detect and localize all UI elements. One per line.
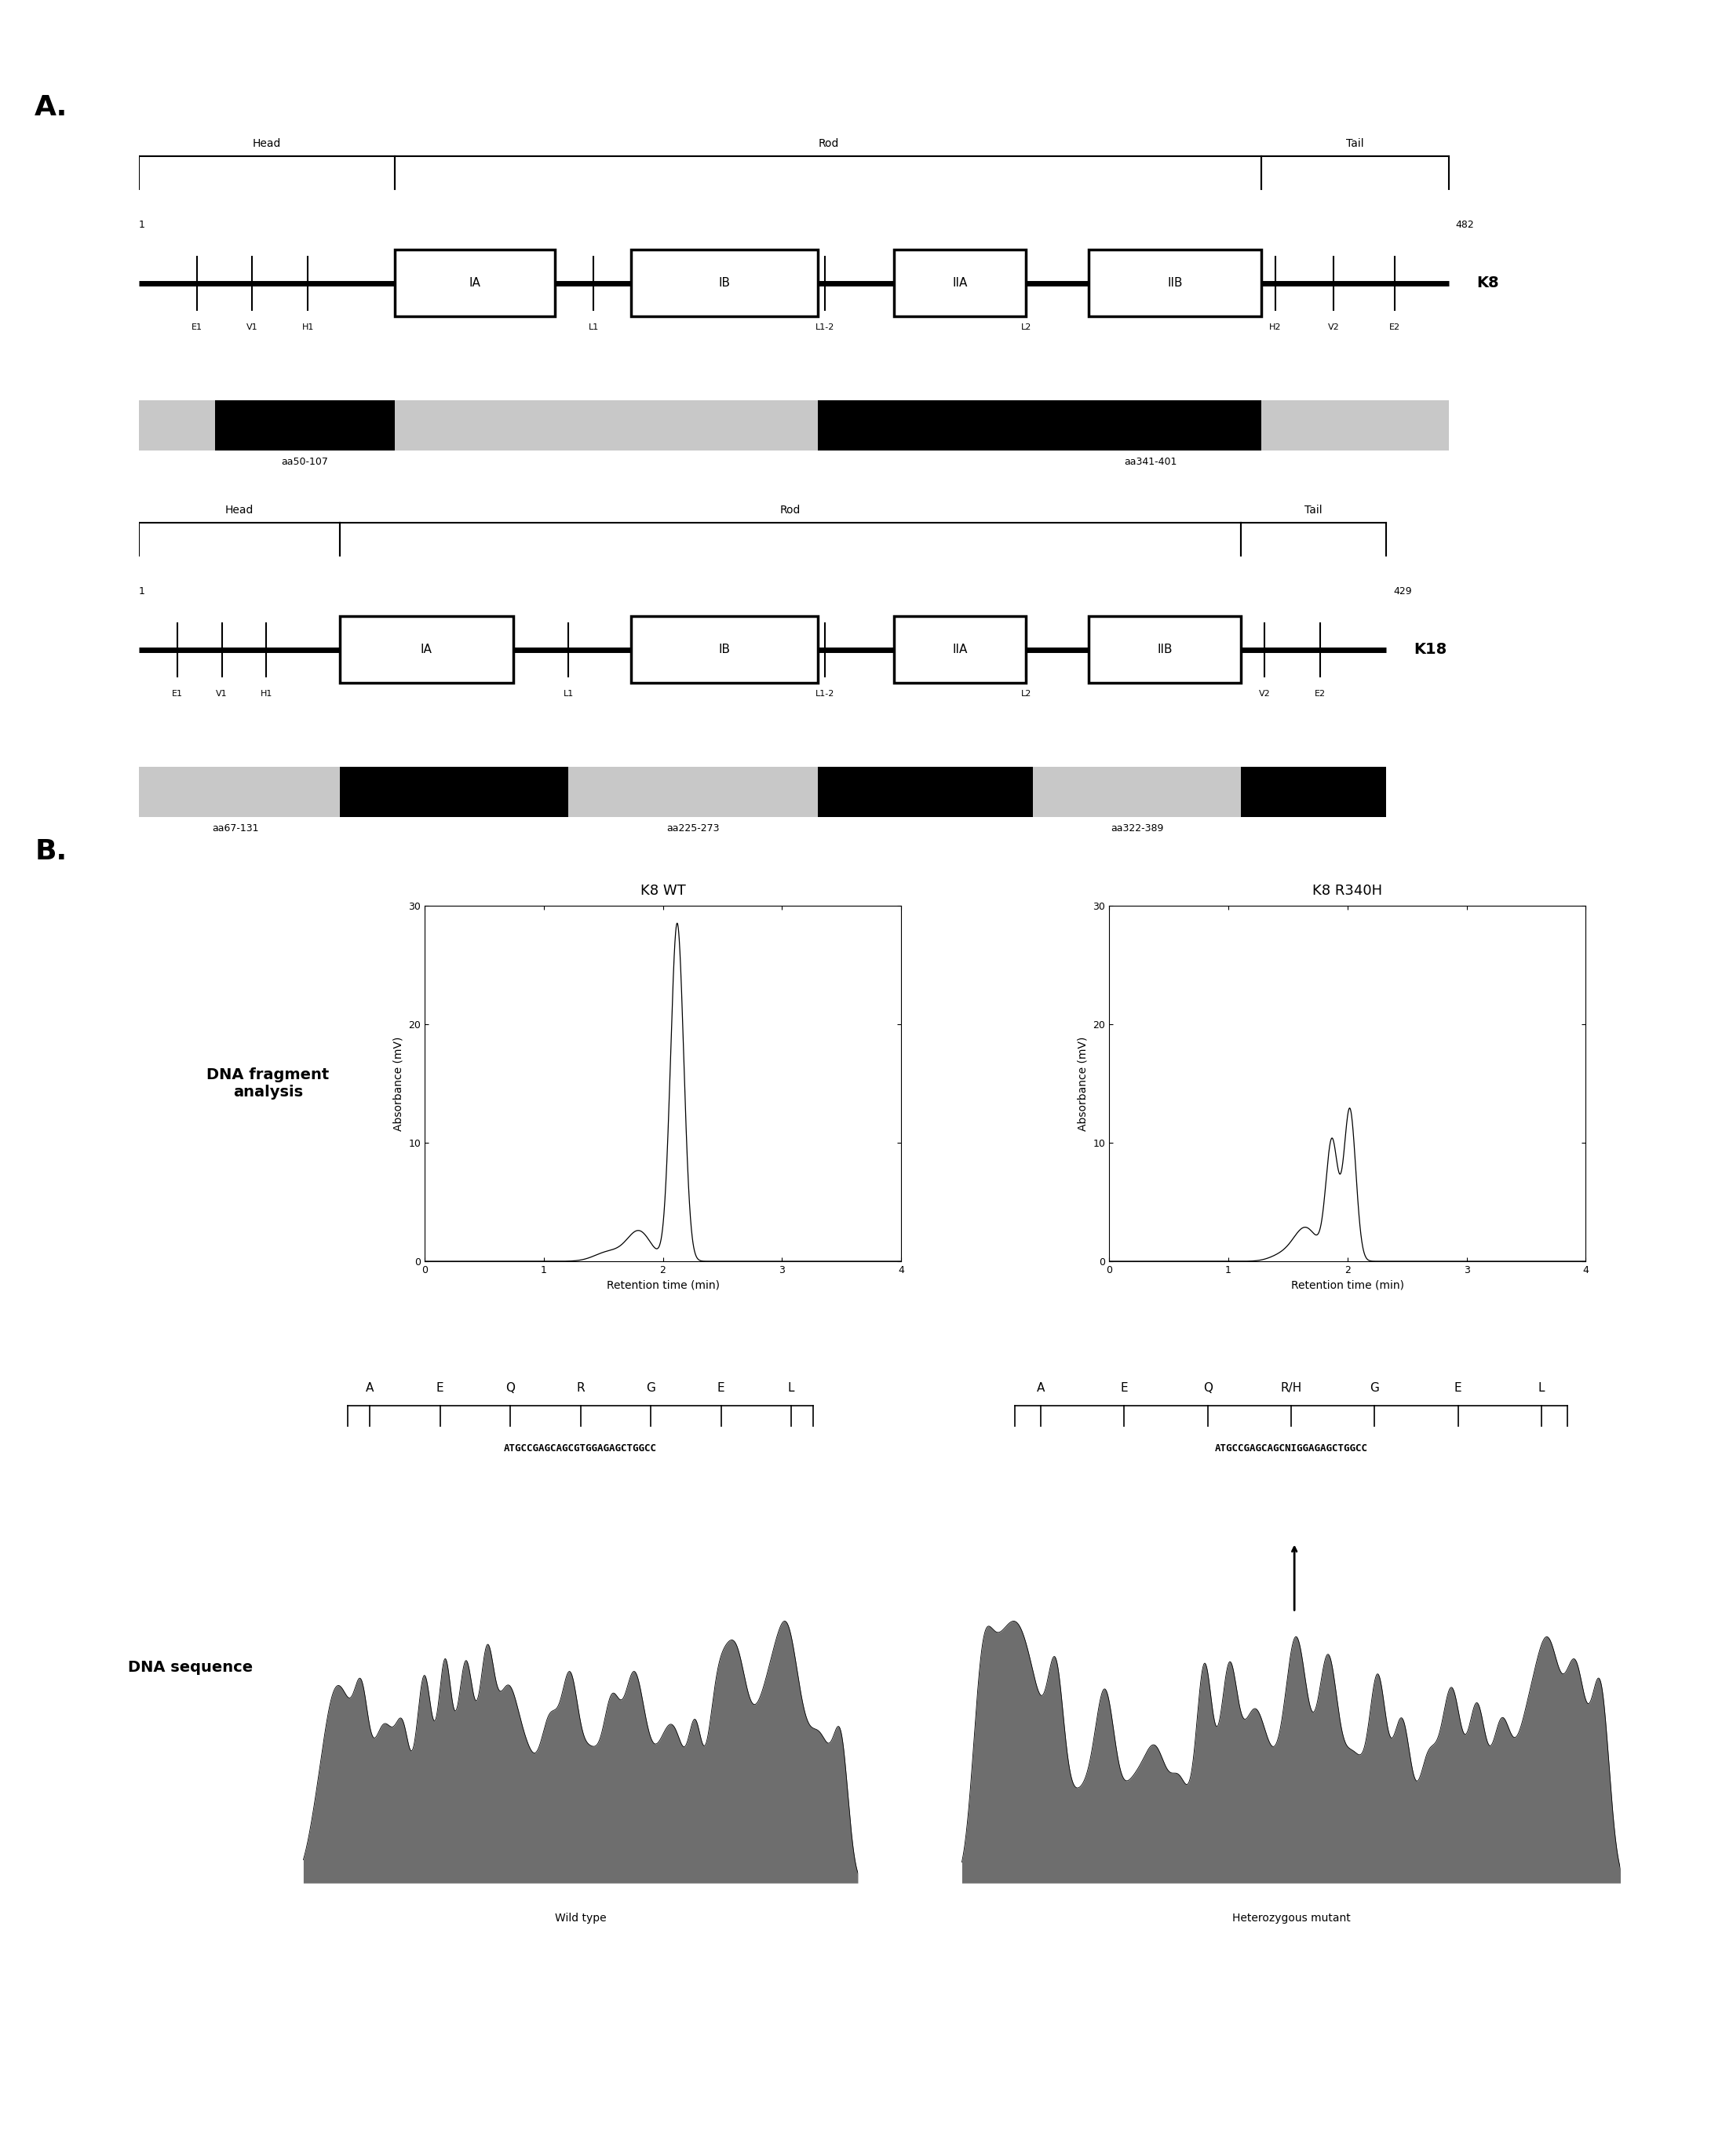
Text: A.: A.: [35, 95, 68, 121]
Text: E: E: [1454, 1382, 1461, 1395]
Bar: [894, 617, 1026, 683]
Text: G: G: [646, 1382, 655, 1395]
Text: L1: L1: [587, 323, 598, 332]
Text: H1: H1: [302, 323, 314, 332]
Text: IA: IA: [421, 645, 432, 655]
Bar: [568, 768, 818, 817]
Bar: [631, 617, 818, 683]
Text: E2: E2: [1314, 690, 1326, 699]
Text: DNA sequence: DNA sequence: [128, 1660, 253, 1675]
Text: Q: Q: [506, 1382, 515, 1395]
Bar: [395, 250, 555, 317]
Text: K8: K8: [1477, 276, 1499, 291]
Text: B.: B.: [35, 839, 68, 865]
Title: K8 R340H: K8 R340H: [1312, 884, 1383, 897]
Text: V1: V1: [246, 323, 258, 332]
Text: 482: 482: [1456, 220, 1475, 231]
Text: ATGCCGAGCAGCGTGGAGAGCTGGCC: ATGCCGAGCAGCGTGGAGAGCTGGCC: [504, 1445, 657, 1453]
Bar: [139, 768, 340, 817]
Text: V2: V2: [1327, 323, 1340, 332]
Bar: [215, 401, 395, 451]
Text: R: R: [577, 1382, 584, 1395]
Bar: [1262, 401, 1449, 451]
Text: V2: V2: [1258, 690, 1270, 699]
Text: E1: E1: [172, 690, 184, 699]
Text: L: L: [1537, 1382, 1544, 1395]
Text: Heterozygous mutant: Heterozygous mutant: [1232, 1912, 1350, 1923]
Text: L: L: [789, 1382, 795, 1395]
Text: DNA fragment
analysis: DNA fragment analysis: [206, 1067, 329, 1100]
Text: aa322-389: aa322-389: [1111, 824, 1163, 834]
Text: IB: IB: [719, 645, 730, 655]
Text: Rod: Rod: [780, 505, 801, 515]
Text: K18: K18: [1414, 642, 1447, 658]
Text: 429: 429: [1393, 586, 1412, 595]
Text: 1: 1: [139, 586, 146, 595]
Text: H2: H2: [1269, 323, 1282, 332]
Text: IIA: IIA: [953, 278, 967, 289]
Bar: [1241, 768, 1386, 817]
Text: L1-2: L1-2: [815, 323, 835, 332]
Text: A: A: [366, 1382, 374, 1395]
Text: E1: E1: [191, 323, 203, 332]
Y-axis label: Absorbance (mV): Absorbance (mV): [393, 1037, 404, 1130]
Bar: [818, 401, 1088, 451]
Text: L2: L2: [1021, 323, 1031, 332]
Bar: [340, 768, 568, 817]
Bar: [395, 401, 818, 451]
Text: A: A: [1036, 1382, 1045, 1395]
Text: aa341-401: aa341-401: [1125, 457, 1177, 468]
Bar: [139, 401, 215, 451]
Text: IA: IA: [470, 278, 480, 289]
Text: E2: E2: [1390, 323, 1400, 332]
Text: IIB: IIB: [1168, 278, 1182, 289]
Text: Head: Head: [225, 505, 253, 515]
Text: aa67-131: aa67-131: [213, 824, 258, 834]
Text: Rod: Rod: [818, 138, 839, 149]
X-axis label: Retention time (min): Retention time (min): [1291, 1281, 1404, 1291]
Text: E: E: [1121, 1382, 1128, 1395]
Text: IB: IB: [719, 278, 730, 289]
Text: 1: 1: [139, 220, 146, 231]
Text: E: E: [437, 1382, 444, 1395]
Bar: [818, 768, 1033, 817]
Text: L1-2: L1-2: [815, 690, 835, 699]
Y-axis label: Absorbance (mV): Absorbance (mV): [1078, 1037, 1088, 1130]
Text: Tail: Tail: [1347, 138, 1364, 149]
Text: Tail: Tail: [1305, 505, 1322, 515]
Bar: [1088, 617, 1241, 683]
Text: H1: H1: [260, 690, 272, 699]
Text: IIA: IIA: [953, 645, 967, 655]
Text: IIB: IIB: [1158, 645, 1172, 655]
Text: V1: V1: [217, 690, 227, 699]
Text: Head: Head: [253, 138, 281, 149]
Text: aa225-273: aa225-273: [667, 824, 719, 834]
Text: ATGCCGAGCAGCNIGGAGAGCTGGCC: ATGCCGAGCAGCNIGGAGAGCTGGCC: [1215, 1445, 1367, 1453]
Text: L1: L1: [563, 690, 574, 699]
X-axis label: Retention time (min): Retention time (min): [607, 1281, 719, 1291]
Text: E: E: [717, 1382, 724, 1395]
Text: G: G: [1369, 1382, 1379, 1395]
Text: R/H: R/H: [1281, 1382, 1301, 1395]
Bar: [340, 617, 513, 683]
Bar: [1033, 768, 1241, 817]
Bar: [1088, 250, 1262, 317]
Text: aa50-107: aa50-107: [281, 457, 329, 468]
Text: Q: Q: [1203, 1382, 1213, 1395]
Text: L2: L2: [1021, 690, 1031, 699]
Text: Wild type: Wild type: [555, 1912, 607, 1923]
Bar: [894, 250, 1026, 317]
Title: K8 WT: K8 WT: [639, 884, 686, 897]
Bar: [631, 250, 818, 317]
Bar: [1088, 401, 1262, 451]
